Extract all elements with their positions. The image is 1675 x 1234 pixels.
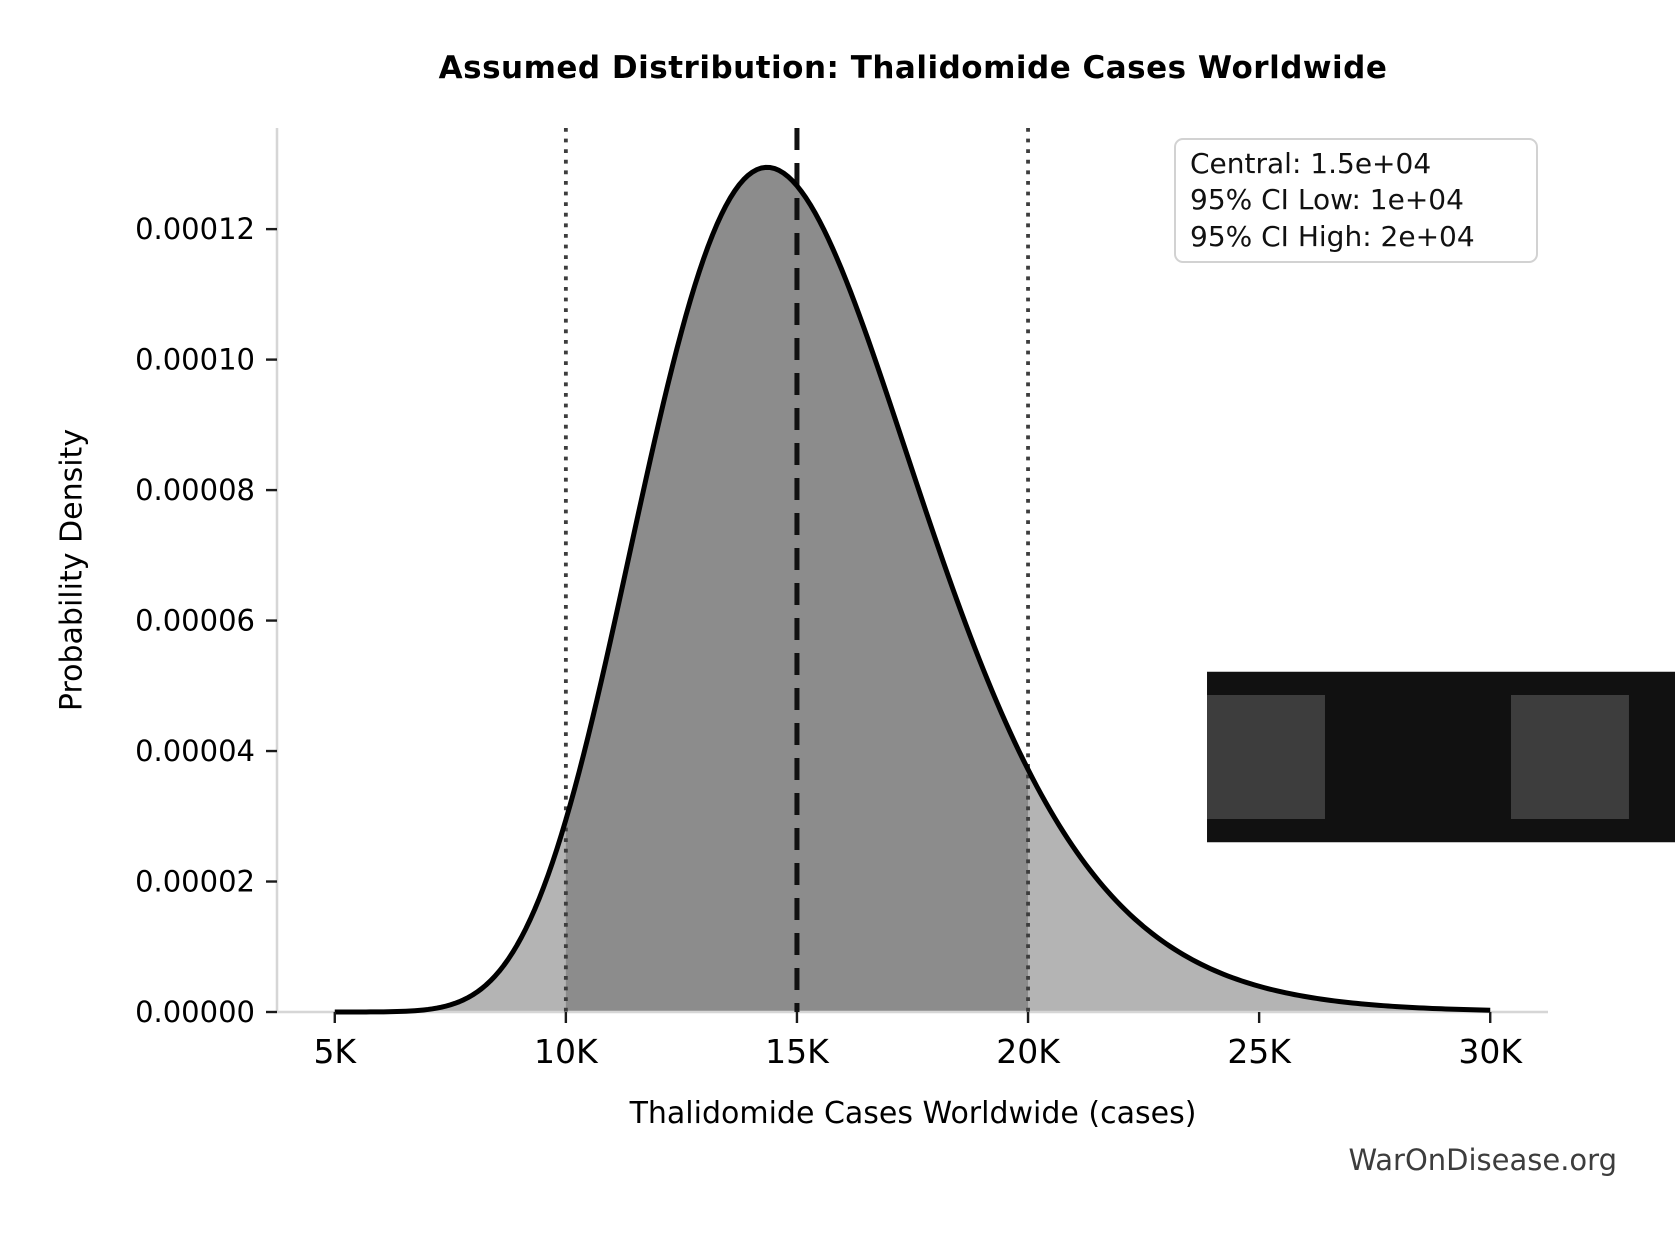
legend-item: 95% CI Low: 1e+04	[1190, 183, 1675, 820]
y-tick-label: 0.00004	[135, 734, 255, 768]
x-tick-label: 20K	[996, 1032, 1061, 1071]
x-tick-label: 15K	[765, 1032, 830, 1071]
watermark: WarOnDisease.org	[1348, 1143, 1617, 1177]
x-tick-label: 25K	[1227, 1032, 1292, 1071]
legend-dotted-line-icon	[1207, 694, 1675, 820]
chart-title: Assumed Distribution: Thalidomide Cases …	[438, 50, 1388, 86]
y-tick-label: 0.00010	[135, 343, 255, 377]
x-tick-label: 5K	[313, 1032, 357, 1071]
y-tick-label: 0.00008	[135, 473, 255, 507]
x-axis-label: Thalidomide Cases Worldwide (cases)	[629, 1096, 1197, 1131]
x-tick-label: 10K	[534, 1032, 599, 1071]
legend-item: 95% CI High: 2e+04	[1190, 219, 1675, 820]
legend-label: 95% CI Low: 1e+04	[1190, 183, 1464, 217]
x-tick-label: 30K	[1458, 1032, 1523, 1071]
y-tick-label: 0.00000	[135, 995, 255, 1029]
legend-label: Central: 1.5e+04	[1190, 147, 1432, 181]
legend-item: Central: 1.5e+04	[1190, 147, 1675, 843]
y-tick-label: 0.00012	[135, 212, 255, 246]
pdf-curve	[334, 164, 1491, 1015]
y-tick-label: 0.00006	[135, 604, 255, 638]
y-tick-label: 0.00002	[135, 865, 255, 899]
legend: Central: 1.5e+04 95% CI Low: 1e+04 95% CI …	[1174, 138, 1675, 843]
y-axis-label: Probability Density	[54, 428, 90, 712]
legend-dashed-line-icon	[1207, 671, 1675, 843]
legend-label: 95% CI High: 2e+04	[1190, 219, 1475, 253]
